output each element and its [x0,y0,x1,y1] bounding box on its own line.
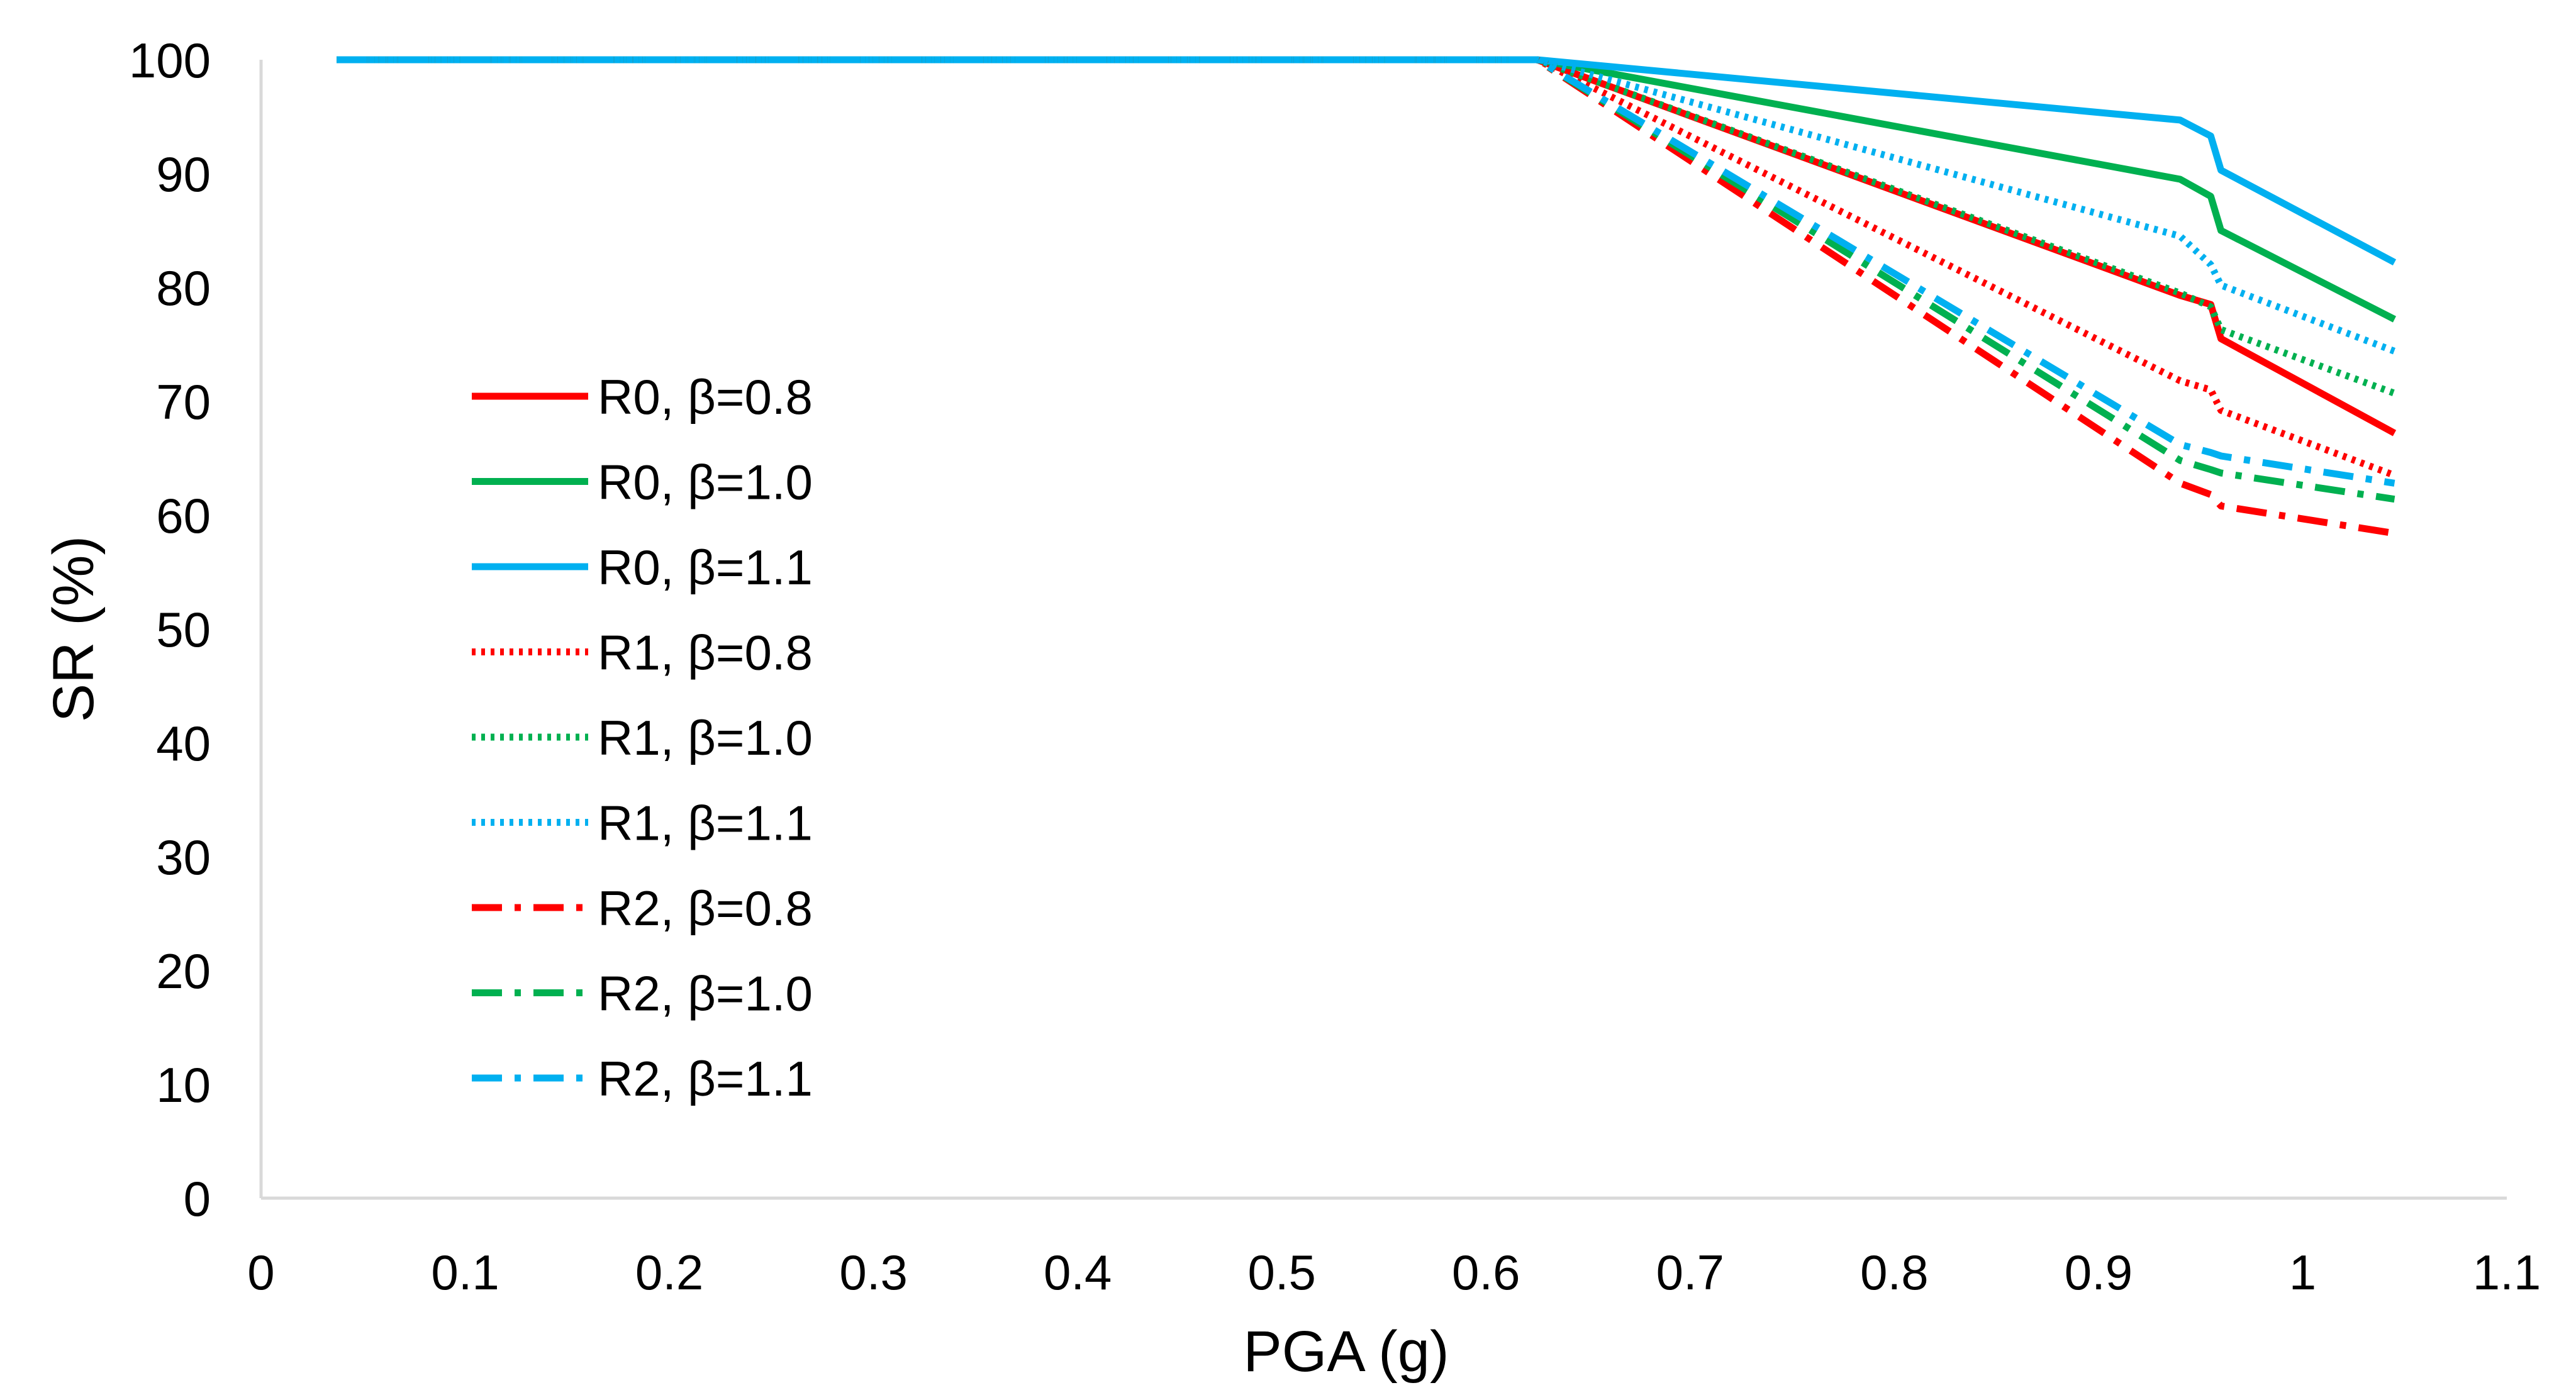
axes: 0 10 20 30 40 50 60 70 80 90 100 0 0.1 0.2 0.3 0.4 0.5 0.… [129,33,2541,1300]
x-tick-label: 0.7 [1656,1245,1724,1300]
y-tick-label: 70 [156,374,211,430]
legend-label: R1, β=1.0 [598,710,813,765]
legend-label: R0, β=1.1 [598,540,813,595]
y-tick-label: 10 [156,1057,211,1113]
y-tick-label: 50 [156,602,211,657]
x-tick-label: 0.2 [635,1245,703,1300]
y-tick-label: 30 [156,830,211,885]
legend-label: R2, β=1.0 [598,966,813,1021]
x-tick-label: 0.3 [839,1245,907,1300]
x-tick-label: 1 [2289,1245,2316,1300]
legend-label: R2, β=0.8 [598,881,813,936]
legend-label: R1, β=1.1 [598,796,813,851]
x-tick-label: 0.1 [431,1245,499,1300]
x-tick-label: 0.9 [2065,1245,2133,1300]
x-tick-label: 0.4 [1044,1245,1112,1300]
legend-label: R0, β=0.8 [598,369,813,425]
y-tick-label: 0 [184,1171,211,1226]
x-tick-label: 0.6 [1452,1245,1520,1300]
y-tick-label: 80 [156,260,211,316]
x-tick-label: 0 [247,1245,274,1300]
legend-label: R1, β=0.8 [598,625,813,681]
legend: R0, β=0.8 R0, β=1.0 R0, β=1.1 R1, β=0.8 R1, … [472,369,813,1106]
series-line [337,56,2395,487]
y-tick-label: 40 [156,716,211,771]
x-tick-label: 0.8 [1860,1245,1928,1300]
legend-label: R0, β=1.0 [598,455,813,510]
y-tick-label: 90 [156,147,211,202]
series-lines [337,56,2397,537]
y-tick-label: 60 [156,488,211,543]
y-tick-label: 100 [129,33,211,88]
x-tick-label: 0.5 [1248,1245,1316,1300]
y-tick-label: 20 [156,943,211,999]
y-axis-title: SR (%) [42,536,106,722]
x-tick-label: 1.1 [2473,1245,2541,1300]
x-axis-title: PGA (g) [1243,1320,1449,1384]
legend-label: R2, β=1.1 [598,1051,813,1106]
